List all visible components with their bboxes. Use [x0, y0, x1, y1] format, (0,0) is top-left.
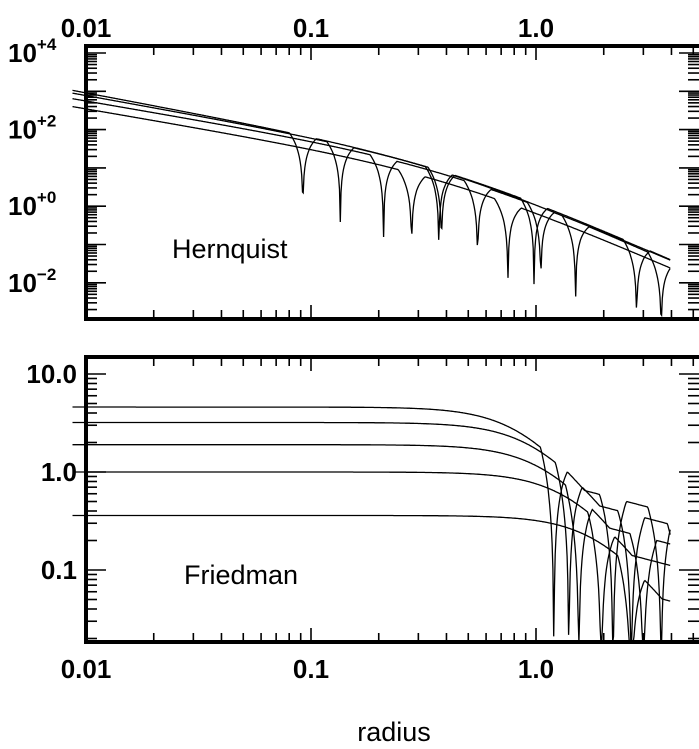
hernquist-curves	[72, 89, 671, 318]
x-axis-label: radius	[357, 717, 431, 747]
friedman-label: Friedman	[184, 560, 298, 590]
friedman-x-tick-label-2: 1.0	[518, 654, 554, 684]
hernquist-y-tick-label-2: 10+0	[8, 188, 56, 221]
friedman-y-tick-label-0: 10.0	[26, 359, 77, 389]
hernquist-y-tick-label-0: 10+4	[8, 35, 57, 68]
friedman-y-tick-labels: 10.0 1.0 0.1	[26, 359, 77, 585]
hernquist-ticks	[85, 46, 699, 319]
hernquist-frame	[84, 44, 699, 321]
friedman-x-tick-labels: 0.01 0.1 1.0	[61, 654, 554, 684]
hernquist-y-tick-label-3: 10−2	[8, 265, 56, 298]
hernquist-y-tick-labels: 10+4 10+2 10+0 10−2	[8, 35, 57, 298]
hernquist-series-1	[72, 98, 671, 269]
friedman-series-1	[72, 471, 671, 643]
hernquist-panel: Hernquist 0.01 0.1 1.0 10+4 10+2 10+0 10−2	[8, 13, 699, 321]
hernquist-x-tick-labels: 0.01 0.1 1.0	[61, 13, 554, 43]
friedman-series-2	[72, 444, 671, 643]
hernquist-x-tick-label-2: 1.0	[518, 13, 554, 43]
friedman-series-4	[72, 406, 671, 643]
hernquist-series-3	[72, 89, 671, 318]
hernquist-series-0	[72, 105, 671, 278]
friedman-panel: Friedman 0.01 0.1 1.0 10.0 1.0 0.1	[26, 355, 699, 684]
friedman-y-tick-label-2: 0.1	[41, 555, 77, 585]
hernquist-x-tick-label-1: 0.1	[293, 13, 329, 43]
hernquist-y-tick-label-1: 10+2	[8, 112, 56, 145]
hernquist-series-2	[72, 92, 671, 308]
friedman-x-tick-label-0: 0.01	[61, 654, 112, 684]
friedman-series-0	[72, 514, 671, 643]
friedman-series-3	[72, 421, 671, 643]
friedman-ticks	[85, 357, 699, 642]
hernquist-label: Hernquist	[172, 234, 288, 264]
friedman-curves	[72, 406, 671, 643]
hernquist-x-tick-label-0: 0.01	[61, 13, 112, 43]
friedman-x-tick-label-1: 0.1	[293, 654, 329, 684]
friedman-y-tick-label-1: 1.0	[41, 457, 77, 487]
friedman-frame	[84, 355, 699, 644]
